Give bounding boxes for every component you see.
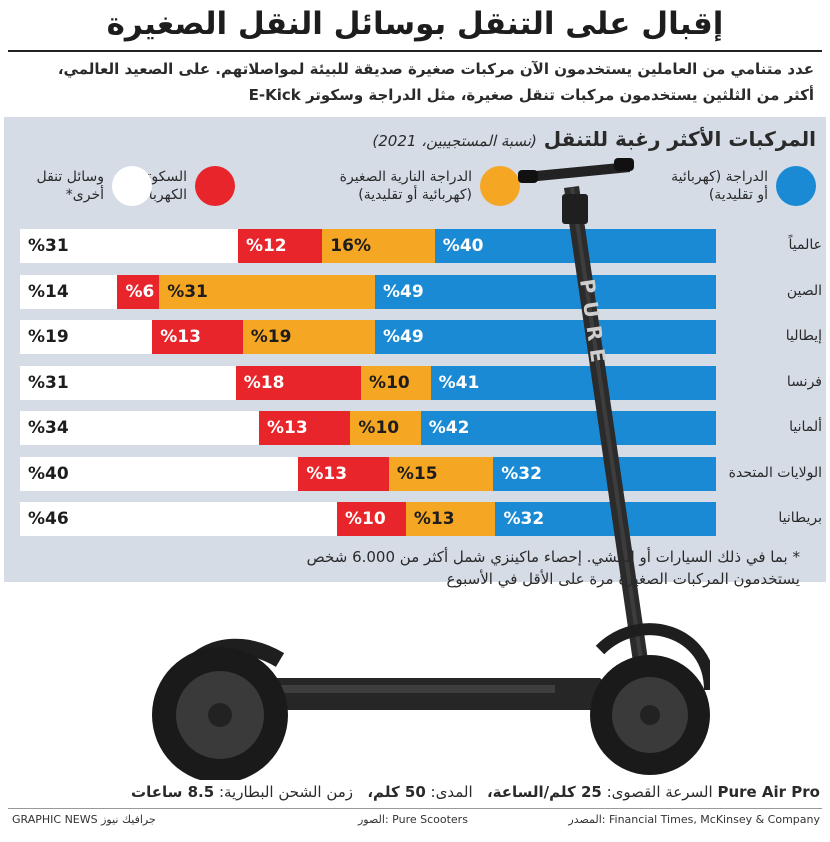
scooter-deck xyxy=(250,678,630,710)
legend-item-bike: الدراجة (كهربائية أو تقليدية) xyxy=(671,166,816,216)
title-divider xyxy=(8,50,822,52)
scooter-grip-left xyxy=(518,170,538,183)
legend-swatch-bike xyxy=(776,166,816,206)
page-title: إقبال على التنقل بوسائل النقل الصغيرة xyxy=(106,6,724,42)
scooter-stem xyxy=(564,186,648,662)
specs-range-label: المدى: xyxy=(430,783,473,801)
legend-swatch-other xyxy=(112,166,152,206)
scooter-handlebar xyxy=(525,162,630,182)
specs-range-value: 50 كلم، xyxy=(367,783,426,801)
scooter-specs: Pure Air Pro السرعة القصوى: 25 كلم/الساع… xyxy=(8,783,820,801)
legend-item-other: وسائل تنقل أخرى* xyxy=(36,166,152,216)
legend-moped-line2: (كهربائية أو تقليدية) xyxy=(358,187,472,203)
credits-divider xyxy=(8,808,822,809)
specs-model: Pure Air Pro xyxy=(717,783,820,801)
scooter-deck-stripe xyxy=(255,685,555,693)
scooter-illustration: PURE xyxy=(152,158,710,780)
credit-photos: الصور: Pure Scooters xyxy=(358,813,468,826)
legend-bike-line1: الدراجة (كهربائية xyxy=(671,169,768,185)
credit-brand: GRAPHIC NEWS جرافيك نيوز xyxy=(12,813,156,826)
footnote: * بما في ذلك السيارات أو المشي. إحصاء ما… xyxy=(307,546,800,590)
scooter-display xyxy=(562,194,588,224)
specs-charge-label: زمن الشحن البطارية: xyxy=(218,783,354,801)
chart-subtitle: (نسبة المستجيبين، 2021) xyxy=(372,132,537,150)
specs-speed-value: 25 كلم/الساعة، xyxy=(486,783,602,801)
credit-source: المصدر: Financial Times, McKinsey & Comp… xyxy=(568,813,820,826)
specs-charge-value: 8.5 ساعات xyxy=(131,783,215,801)
scooter-rear-axle xyxy=(208,703,232,727)
specs-speed-label: السرعة القصوى: xyxy=(606,783,713,801)
footnote-line2: يستخدمون المركبات الصغيرة مرة على الأقل … xyxy=(446,570,800,588)
scooter-brand-label: PURE xyxy=(575,277,612,371)
legend-moped-line1: الدراجة النارية الصغيرة xyxy=(339,169,472,185)
scooter-front-fender xyxy=(595,623,710,691)
chart-title: المركبات الأكثر رغبة للتنقل (نسبة المستج… xyxy=(372,127,816,151)
scooter-grip-right xyxy=(614,158,634,171)
scooter-front-axle xyxy=(640,705,660,725)
footnote-line1: * بما في ذلك السيارات أو المشي. إحصاء ما… xyxy=(306,548,800,566)
chart-title-text: المركبات الأكثر رغبة للتنقل xyxy=(543,127,816,151)
legend-item-moped: الدراجة النارية الصغيرة (كهربائية أو تقل… xyxy=(340,166,520,216)
legend-other-line1: وسائل تنقل xyxy=(36,169,104,185)
legend-bike-line2: أو تقليدية) xyxy=(708,187,768,203)
intro-line-2: أكثر من الثلثين يستخدمون مركبات تنقل صغي… xyxy=(248,86,814,104)
legend-swatch-moped xyxy=(480,166,520,206)
intro-line-1: عدد متنامي من العاملين يستخدمون الآن مرك… xyxy=(57,60,814,78)
legend-other-line2: أخرى* xyxy=(65,187,104,203)
legend-swatch-scooter xyxy=(195,166,235,206)
